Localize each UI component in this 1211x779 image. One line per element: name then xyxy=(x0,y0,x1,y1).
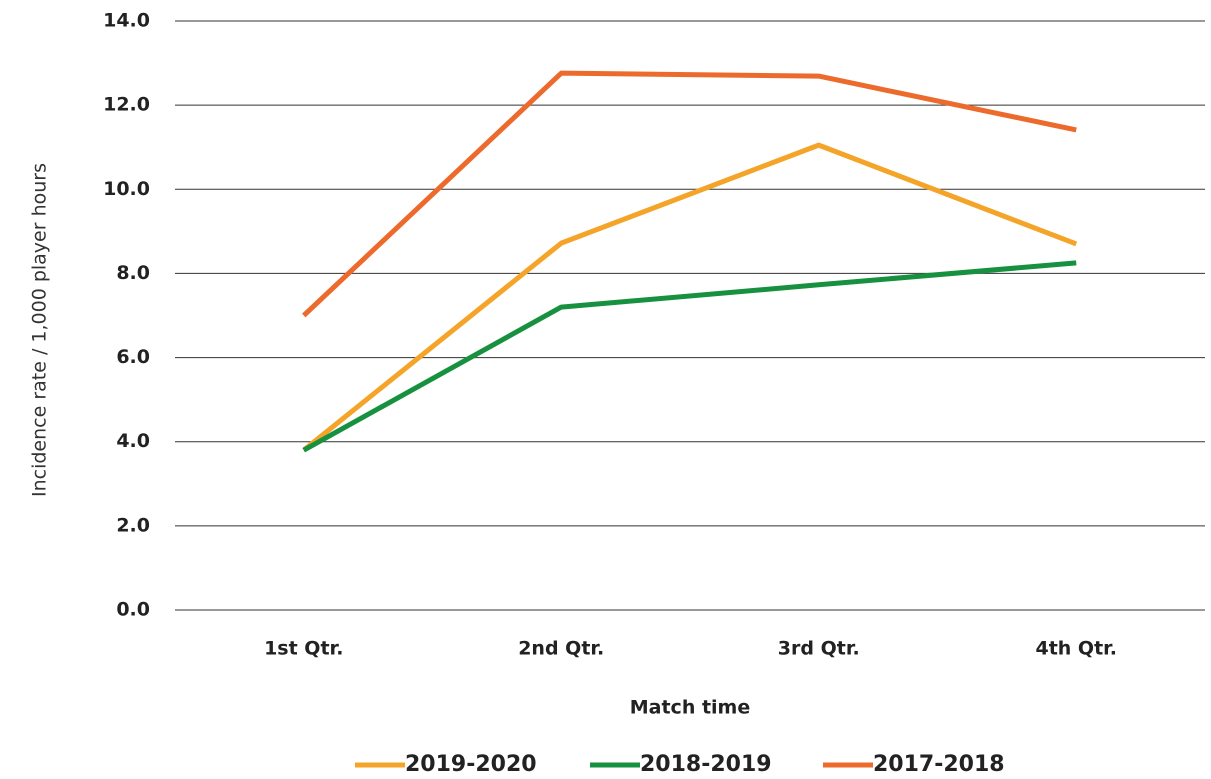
y-tick-label: 8.0 xyxy=(116,262,150,284)
x-axis-title: Match time xyxy=(630,697,751,719)
y-tick-label: 12.0 xyxy=(103,94,150,116)
y-tick-label: 4.0 xyxy=(116,430,150,452)
y-tick-label: 2.0 xyxy=(116,514,150,536)
legend-label: 2018-2019 xyxy=(640,752,772,777)
series-line xyxy=(302,260,1077,453)
y-tick-label: 0.0 xyxy=(116,599,150,621)
y-tick-label: 6.0 xyxy=(116,346,150,368)
series-line xyxy=(302,70,1077,318)
x-tick-label: 2nd Qtr. xyxy=(518,638,604,660)
legend-label: 2019-2020 xyxy=(405,752,537,777)
legend-label: 2017-2018 xyxy=(873,752,1005,777)
y-axis-title: Incidence rate / 1,000 player hours xyxy=(29,163,51,497)
x-tick-label: 1st Qtr. xyxy=(264,638,343,660)
y-tick-label: 10.0 xyxy=(103,178,150,200)
x-tick-label: 4th Qtr. xyxy=(1035,638,1117,660)
series-line xyxy=(302,142,1078,453)
y-tick-label: 14.0 xyxy=(103,10,150,32)
x-tick-label: 3rd Qtr. xyxy=(778,638,860,660)
